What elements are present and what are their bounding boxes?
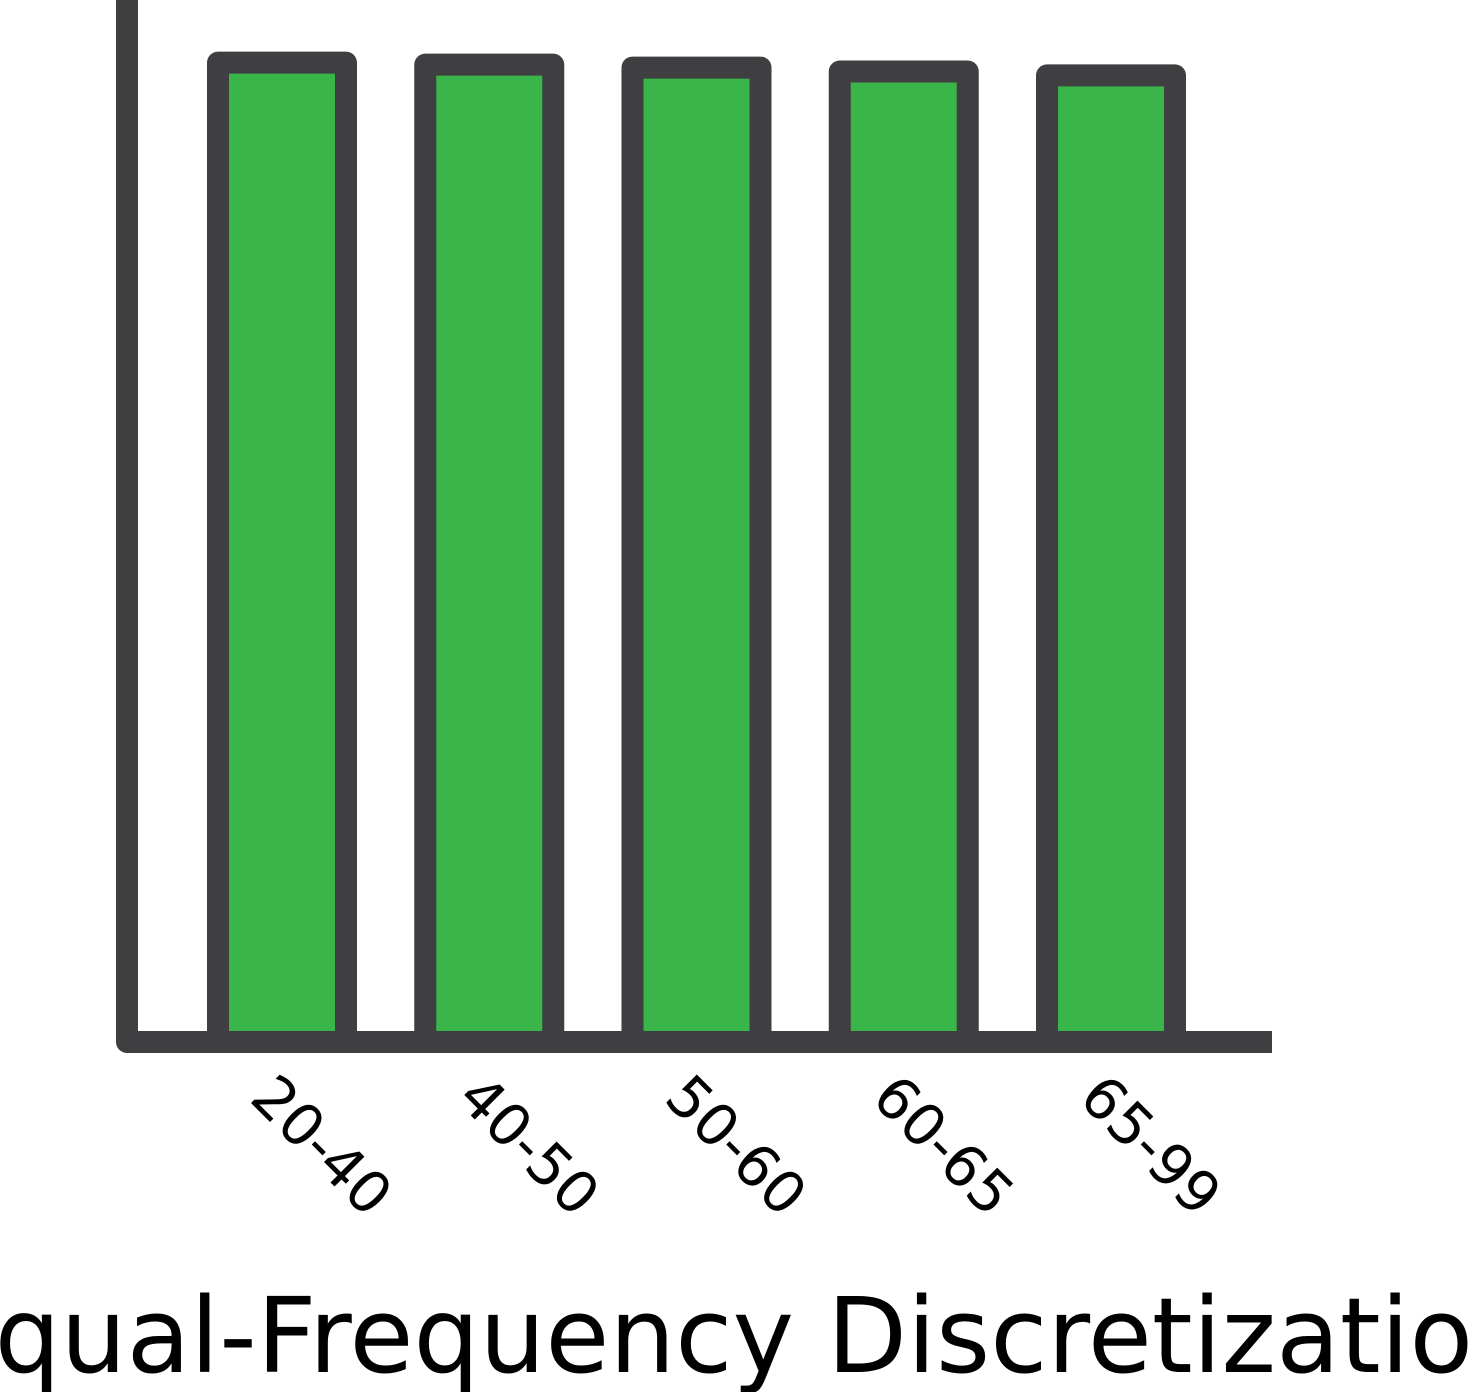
x-tick-label: 60-65 xyxy=(860,1062,1027,1229)
bars-group xyxy=(207,51,1186,1054)
x-tick-label: 40-50 xyxy=(445,1062,612,1229)
chart-title: Equal-Frequency Discretization xyxy=(0,1275,1468,1392)
bar-20-40 xyxy=(207,51,357,1053)
x-tick-label: 20-40 xyxy=(238,1062,405,1229)
bar-40-50 xyxy=(414,53,565,1054)
bar-50-60 xyxy=(621,56,772,1054)
x-tick-labels: 20-40 40-50 50-60 60-65 65-99 xyxy=(238,1062,1234,1229)
bar-65-99 xyxy=(1036,64,1186,1053)
x-tick-label: 50-60 xyxy=(653,1062,820,1229)
bar-60-65 xyxy=(828,60,979,1053)
x-tick-label: 65-99 xyxy=(1067,1062,1234,1229)
